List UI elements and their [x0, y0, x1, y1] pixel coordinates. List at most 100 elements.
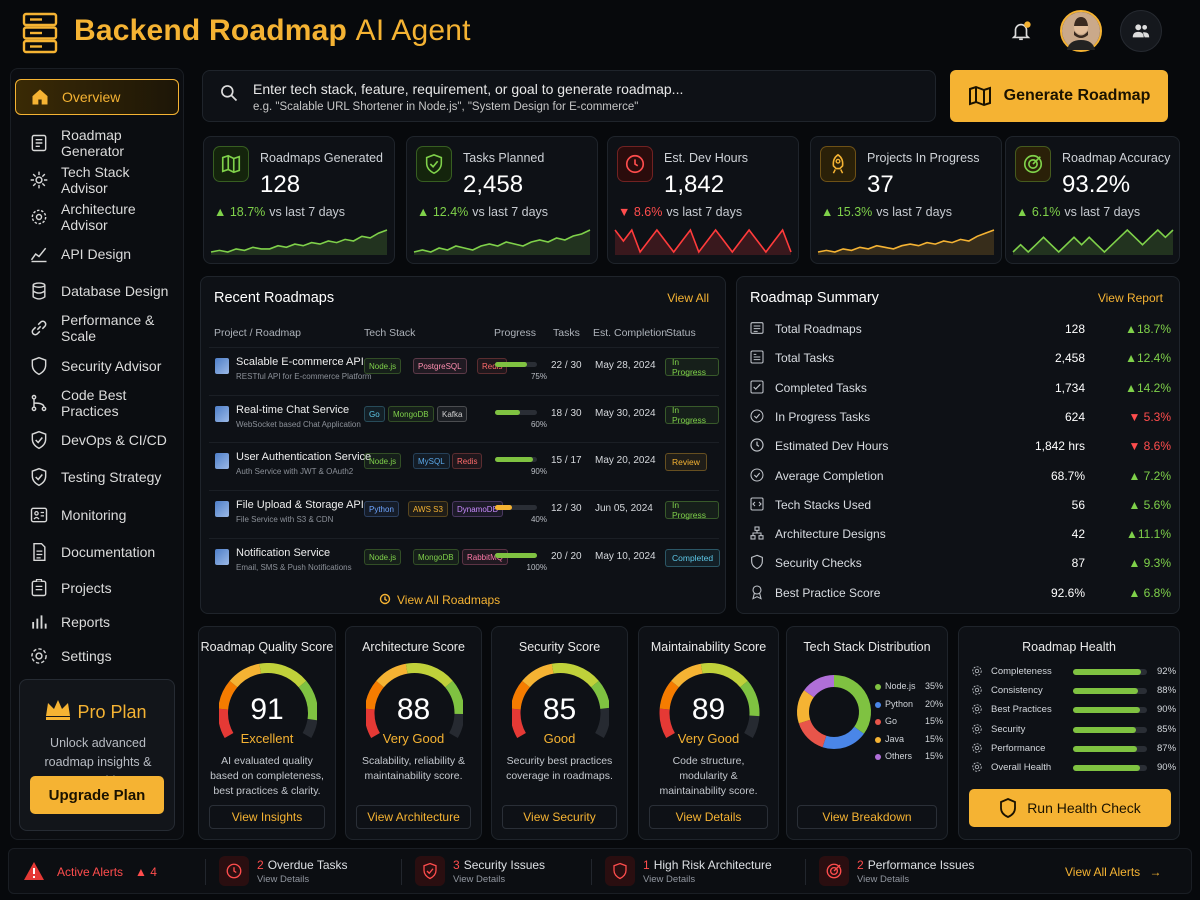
sidebar-item-documentation[interactable]: Documentation: [15, 534, 179, 570]
gauge-action-button[interactable]: View Details: [649, 805, 768, 829]
table-row[interactable]: Notification Service Email, SMS & Push No…: [209, 538, 721, 582]
alert-count: 3: [453, 858, 460, 872]
clock-icon: [750, 438, 764, 452]
gauge-action-button[interactable]: View Architecture: [356, 805, 471, 829]
table-row[interactable]: Scalable E-commerce API RESTful API for E…: [209, 347, 719, 391]
alert-count: 1: [643, 858, 650, 872]
shield-icon: [1000, 798, 1017, 818]
health-check-icon: [972, 762, 982, 772]
run-health-check-label: Run Health Check: [1027, 800, 1141, 816]
summary-label: Architecture Designs: [775, 527, 886, 542]
users-icon: [1132, 24, 1150, 38]
sidebar-item-overview[interactable]: Overview: [15, 79, 179, 115]
legend-label: Java: [885, 733, 905, 744]
roadmap-summary-title: Roadmap Summary: [750, 290, 879, 306]
alert-view-details[interactable]: View Details: [857, 874, 910, 885]
generate-roadmap-button[interactable]: Generate Roadmap: [950, 70, 1168, 122]
sidebar-item-code-best-practices[interactable]: Code Best Practices: [15, 385, 179, 421]
view-all-alerts-link[interactable]: View All Alerts →: [1065, 865, 1162, 879]
notifications-button[interactable]: [1000, 10, 1042, 52]
summary-value: 1,734: [1054, 380, 1085, 395]
database-icon: [32, 282, 46, 300]
alert-divider: [205, 859, 206, 885]
tech-stack-distribution-panel: Tech Stack Distribution Node.js 35% Python…: [786, 626, 948, 840]
sidebar-item-label: Settings: [61, 648, 112, 664]
health-check-icon: [972, 685, 982, 695]
stat-change: ▲ 12.4% vs last 7 days: [417, 205, 548, 219]
map-icon: [213, 146, 249, 182]
progress-bar: [495, 553, 537, 558]
alert-item-overdue-tasks[interactable]: 2 Overdue Tasks View Details: [219, 855, 399, 889]
health-percent: 90%: [1157, 762, 1177, 773]
shield-check-icon: [31, 430, 47, 450]
progress-percent: 60%: [530, 420, 547, 429]
sidebar-item-reports[interactable]: Reports: [15, 604, 179, 640]
alert-item-high-risk-architecture[interactable]: 1 High Risk Architecture View Details: [605, 855, 785, 889]
sidebar-item-devops-ci-cd[interactable]: DevOps & CI/CD: [15, 422, 179, 458]
health-row: Completeness 92%: [971, 663, 1176, 682]
summary-value: 56: [1071, 497, 1085, 512]
recent-roadmaps-title: Recent Roadmaps: [214, 290, 335, 306]
run-health-check-button[interactable]: Run Health Check: [969, 789, 1171, 827]
progress-bar: [495, 410, 537, 415]
alert-view-details[interactable]: View Details: [643, 874, 696, 885]
legend-label: Node.js: [885, 681, 916, 691]
view-report-link[interactable]: View Report: [1097, 291, 1163, 305]
view-breakdown-button[interactable]: View Breakdown: [797, 805, 937, 829]
search-input[interactable]: Enter tech stack, feature, requirement, …: [253, 81, 684, 97]
sidebar-item-testing-strategy[interactable]: Testing Strategy: [15, 459, 179, 495]
stat-change-suffix: vs last 7 days: [269, 205, 346, 219]
search-example: e.g. "Scalable URL Shortener in Node.js"…: [253, 101, 639, 113]
sparkline: [1012, 228, 1174, 255]
stat-label: Est. Dev Hours: [664, 151, 749, 165]
summary-value: 42: [1071, 527, 1085, 542]
summary-label: Total Roadmaps: [775, 322, 862, 336]
sidebar-item-label: Tech Stack Advisor: [61, 164, 130, 196]
alert-view-details[interactable]: View Details: [257, 874, 310, 885]
health-bar: [1073, 707, 1147, 714]
sidebar-item-settings[interactable]: Settings: [15, 638, 179, 674]
legend-swatch: [875, 754, 881, 760]
gauge-action-button[interactable]: View Security: [502, 805, 617, 829]
sidebar-item-tech-stack-advisor[interactable]: Tech Stack Advisor: [15, 162, 179, 198]
team-button[interactable]: [1120, 10, 1162, 52]
active-alerts-label: Active Alerts: [57, 865, 124, 879]
gauge-title: Roadmap Quality Score: [200, 640, 334, 654]
gauge-card-architecture-score: Architecture Score 88 Very Good Scalability…: [345, 626, 482, 840]
sidebar-item-security-advisor[interactable]: Security Advisor: [15, 348, 179, 384]
shield-alert-icon: [415, 856, 445, 886]
sidebar-item-performance-scale[interactable]: Performance & Scale: [15, 310, 179, 346]
tech-tag: MongoDB: [388, 406, 434, 422]
alert-item-performance-issues[interactable]: 2 Performance Issues View Details: [819, 855, 999, 889]
table-row[interactable]: User Authentication Service Auth Service …: [209, 442, 719, 486]
sidebar-item-label: Performance & Scale: [61, 312, 155, 344]
alert-view-details[interactable]: View Details: [453, 874, 506, 885]
sidebar-item-database-design[interactable]: Database Design: [15, 273, 179, 309]
tech-tag: MongoDB: [413, 549, 459, 565]
sidebar-item-api-design[interactable]: API Design: [15, 236, 179, 272]
sidebar-item-monitoring[interactable]: Monitoring: [15, 497, 179, 533]
tech-tag: PostgreSQL: [413, 358, 467, 374]
alert-title: 3 Security Issues: [453, 858, 545, 872]
alert-item-security-issues[interactable]: 3 Security Issues View Details: [415, 855, 595, 889]
avatar[interactable]: [1060, 10, 1102, 52]
gauge-action-button[interactable]: View Insights: [209, 805, 325, 829]
recent-view-all-link[interactable]: View All: [667, 291, 709, 305]
sparkline-line: [210, 229, 388, 253]
table-row[interactable]: Real-time Chat Service WebSocket based Ch…: [209, 395, 719, 439]
sidebar-item-roadmap-generator[interactable]: Roadmap Generator: [15, 125, 179, 161]
legend-swatch: [875, 719, 881, 725]
view-all-roadmaps-link[interactable]: View All Roadmaps: [379, 593, 500, 607]
summary-change: ▲18.7%: [1125, 322, 1171, 336]
upgrade-plan-button[interactable]: Upgrade Plan: [30, 776, 164, 814]
health-bar: [1073, 745, 1147, 752]
view-all-alerts-label: View All Alerts: [1065, 865, 1141, 879]
summary-change: ▲14.2%: [1125, 380, 1171, 395]
stat-value: 37: [867, 171, 894, 198]
sidebar-item-projects[interactable]: Projects: [15, 570, 179, 606]
sidebar-item-architecture-advisor[interactable]: Architecture Advisor: [15, 199, 179, 235]
gauge-title: Security Score: [518, 640, 601, 654]
health-percent: 92%: [1157, 666, 1177, 677]
search-bar[interactable]: Enter tech stack, feature, requirement, …: [202, 70, 936, 122]
table-row[interactable]: File Upload & Storage API File Service wi…: [209, 490, 719, 534]
